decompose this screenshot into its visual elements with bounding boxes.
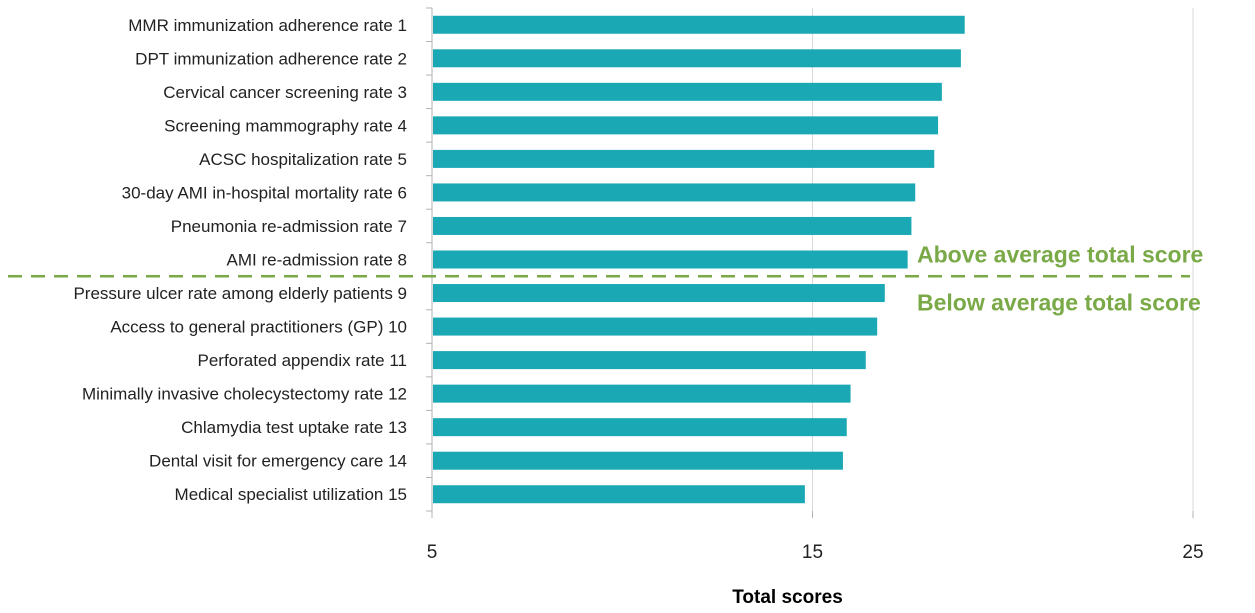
bar	[433, 216, 912, 235]
axes: 5 15 25	[426, 7, 1204, 563]
bar	[433, 351, 866, 370]
annotations: Above average total score Below average …	[8, 241, 1203, 315]
category-label: Pressure ulcer rate among elderly patien…	[73, 284, 407, 303]
category-label: Dental visit for emergency care 14	[149, 452, 407, 471]
bar	[433, 82, 942, 101]
bar	[433, 183, 916, 202]
category-label: Pneumonia re-admission rate 7	[171, 217, 407, 236]
bar	[433, 15, 965, 34]
category-label: Minimally invasive cholecystectomy rate …	[82, 385, 407, 404]
category-label: Access to general practitioners (GP) 10	[110, 318, 407, 337]
category-label: ACSC hospitalization rate 5	[199, 150, 407, 169]
category-label: Medical specialist utilization 15	[175, 485, 407, 504]
bar	[433, 49, 961, 68]
bar	[433, 284, 885, 303]
bars	[433, 15, 965, 504]
below-average-label: Below average total score	[917, 289, 1201, 315]
category-label: Perforated appendix rate 11	[198, 351, 408, 370]
above-average-label: Above average total score	[917, 241, 1203, 267]
category-labels: MMR immunization adherence rate 1 DPT imm…	[73, 16, 407, 504]
category-label: AMI re-admission rate 8	[227, 251, 407, 270]
bar	[433, 384, 851, 403]
bar	[433, 451, 843, 470]
bar	[433, 317, 878, 336]
x-tick-label: 5	[427, 542, 438, 563]
category-label: 30-day AMI in-hospital mortality rate 6	[122, 183, 407, 202]
bar	[433, 418, 847, 437]
bar	[433, 485, 805, 504]
x-tick-label: 15	[802, 542, 823, 563]
x-tick-label: 25	[1182, 542, 1203, 563]
category-label: DPT immunization adherence rate 2	[135, 49, 407, 68]
bar	[433, 149, 935, 168]
bar	[433, 116, 939, 135]
category-label: Cervical cancer screening rate 3	[163, 83, 407, 102]
bar	[433, 250, 908, 269]
x-axis-title: Total scores	[732, 587, 843, 608]
category-label: Chlamydia test uptake rate 13	[181, 418, 407, 437]
category-label: Screening mammography rate 4	[164, 116, 407, 135]
category-label: MMR immunization adherence rate 1	[128, 16, 407, 35]
